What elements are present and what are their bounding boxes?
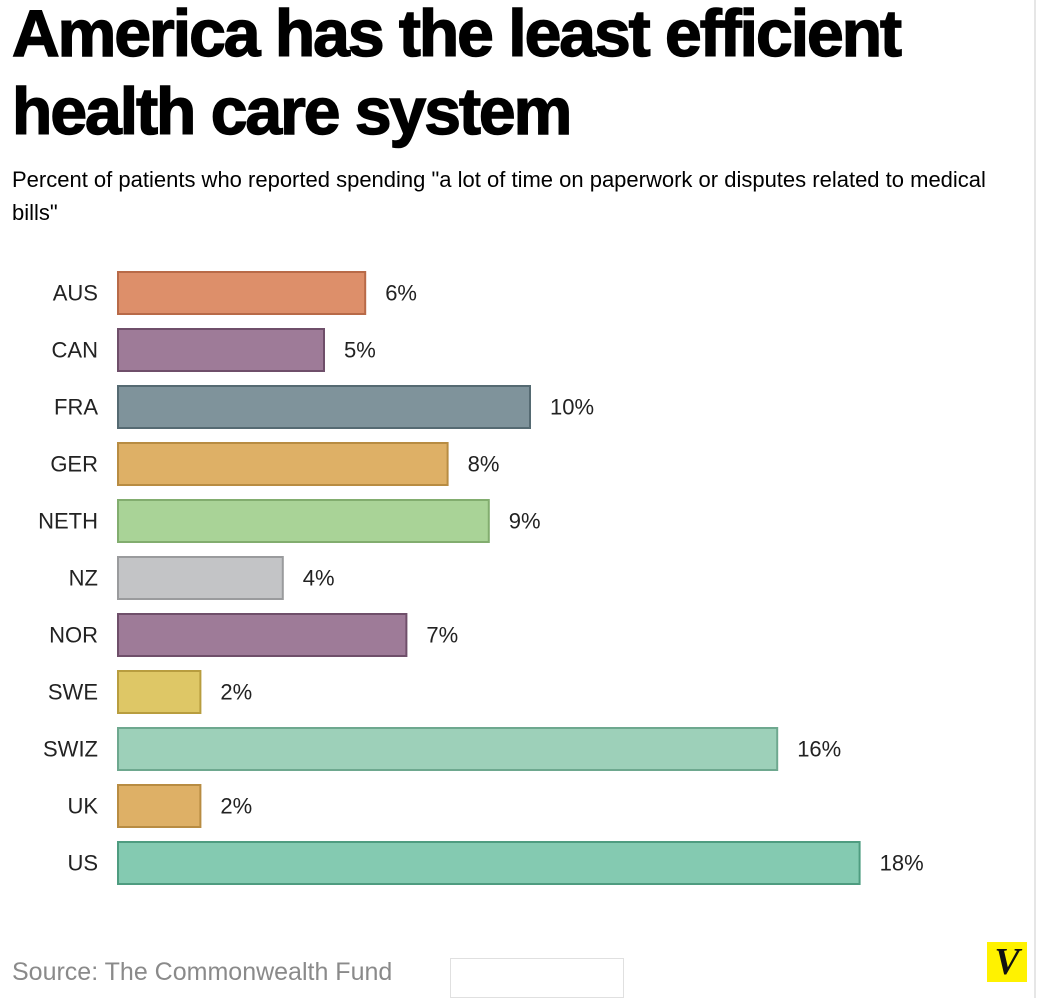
category-label: NETH <box>38 509 98 534</box>
bar-swe <box>117 670 202 714</box>
value-label: 9% <box>509 509 541 534</box>
source-note: Source: The Commonwealth Fund <box>12 958 393 986</box>
value-label: 4% <box>303 566 335 591</box>
bar-neth <box>117 499 490 543</box>
category-label: GER <box>50 452 98 477</box>
category-label: US <box>67 851 98 876</box>
category-label: SWIZ <box>43 737 98 762</box>
value-label: 2% <box>220 794 252 819</box>
bar-ger <box>117 442 449 486</box>
bar-nz <box>117 556 284 600</box>
category-label: NOR <box>49 623 98 648</box>
category-label: AUS <box>53 281 98 306</box>
value-label: 5% <box>344 338 376 363</box>
vox-logo-icon: V <box>987 942 1027 982</box>
value-label: 8% <box>468 452 500 477</box>
value-label: 2% <box>220 680 252 705</box>
category-label: CAN <box>52 338 98 363</box>
value-label: 16% <box>797 737 841 762</box>
category-label: SWE <box>48 680 98 705</box>
bar-aus <box>117 271 367 315</box>
bar-swiz <box>117 727 779 771</box>
bar-fra <box>117 385 531 429</box>
category-label: NZ <box>69 566 98 591</box>
bar-us <box>117 841 861 885</box>
value-label: 18% <box>880 851 924 876</box>
source-link-box[interactable] <box>450 958 624 998</box>
value-label: 6% <box>385 281 417 306</box>
bar-nor <box>117 613 408 657</box>
chart-title: America has the least efficient health c… <box>11 0 902 149</box>
value-label: 10% <box>550 395 594 420</box>
category-label: UK <box>67 794 98 819</box>
category-label: FRA <box>54 395 98 420</box>
value-label: 7% <box>426 623 458 648</box>
right-edge-rule <box>1034 0 1036 998</box>
bar-can <box>117 328 325 372</box>
bar-chart: AUS 6% CAN 5% FRA 10% GER 8% NETH 9% NZ 4% NOR 7% SWE 2… <box>38 271 924 885</box>
chart-subtitle: Percent of patients who reported spendin… <box>12 167 986 225</box>
bar-uk <box>117 784 202 828</box>
